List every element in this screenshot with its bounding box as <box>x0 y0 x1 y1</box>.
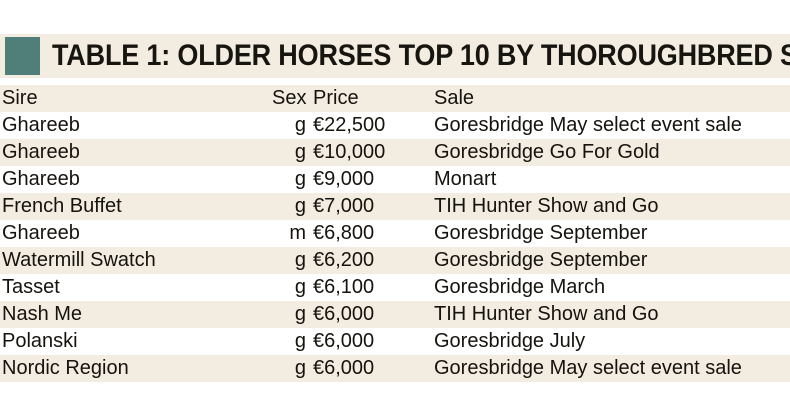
cell-sire: Ghareeb <box>2 168 80 190</box>
table-row: Nordic Region g €6,000 Goresbridge May s… <box>0 355 790 382</box>
cell-sex: g <box>294 303 306 325</box>
cell-price: €6,100 <box>313 276 375 298</box>
cell-sire: Ghareeb <box>2 114 80 136</box>
cell-sire: Ghareeb <box>2 141 80 163</box>
table-header-row: Sire Sex Price Sale <box>0 85 790 112</box>
data-table: Sire Sex Price Sale Ghareeb g €22,500 Go… <box>0 85 790 382</box>
cell-price: €6,000 <box>313 330 375 352</box>
cell-sale: Goresbridge May select event sale <box>434 357 742 379</box>
cell-price: €22,500 <box>313 114 386 136</box>
cell-sex: g <box>294 276 306 298</box>
table-row: Tasset g €6,100 Goresbridge March <box>0 274 790 301</box>
cell-sale: Goresbridge March <box>434 276 606 298</box>
table-row: Watermill Swatch g €6,200 Goresbridge Se… <box>0 247 790 274</box>
cell-sale: Monart <box>434 168 497 190</box>
cell-sire: Polanski <box>2 330 78 352</box>
table-title-band: TABLE 1: OLDER HORSES TOP 10 BY THOROUGH… <box>0 34 790 78</box>
table-row: Nash Me g €6,000 TIH Hunter Show and Go <box>0 301 790 328</box>
cell-sale: TIH Hunter Show and Go <box>434 303 659 325</box>
cell-sex: g <box>294 141 306 163</box>
column-header-sire: Sire <box>2 87 38 109</box>
cell-sex: g <box>294 168 306 190</box>
column-header-price: Price <box>313 87 359 109</box>
cell-sire: Tasset <box>2 276 60 298</box>
table-row: Polanski g €6,000 Goresbridge July <box>0 328 790 355</box>
table-row: Ghareeb g €9,000 Monart <box>0 166 790 193</box>
page-title: TABLE 1: OLDER HORSES TOP 10 BY THOROUGH… <box>52 39 790 72</box>
cell-sale: TIH Hunter Show and Go <box>434 195 659 217</box>
cell-sale: Goresbridge July <box>434 330 586 352</box>
column-header-sex: Sex <box>272 87 306 109</box>
table-row: Ghareeb g €22,500 Goresbridge May select… <box>0 112 790 139</box>
cell-sex: g <box>294 195 306 217</box>
cell-sex: m <box>289 222 306 244</box>
cell-price: €6,800 <box>313 222 375 244</box>
cell-sex: g <box>294 249 306 271</box>
cell-sire: French Buffet <box>2 195 122 217</box>
cell-sire: Ghareeb <box>2 222 80 244</box>
cell-sire: Nordic Region <box>2 357 129 379</box>
cell-sire: Watermill Swatch <box>2 249 156 271</box>
cell-price: €6,200 <box>313 249 375 271</box>
cell-price: €9,000 <box>313 168 375 190</box>
table-row: French Buffet g €7,000 TIH Hunter Show a… <box>0 193 790 220</box>
cell-sex: g <box>294 357 306 379</box>
table-row: Ghareeb g €10,000 Goresbridge Go For Gol… <box>0 139 790 166</box>
cell-sale: Goresbridge Go For Gold <box>434 141 660 163</box>
cell-sex: g <box>294 114 306 136</box>
cell-sale: Goresbridge September <box>434 222 648 244</box>
cell-price: €6,000 <box>313 303 375 325</box>
cell-sale: Goresbridge May select event sale <box>434 114 742 136</box>
cell-price: €7,000 <box>313 195 375 217</box>
cell-price: €10,000 <box>313 141 386 163</box>
cell-sire: Nash Me <box>2 303 83 325</box>
table-row: Ghareeb m €6,800 Goresbridge September <box>0 220 790 247</box>
accent-swatch-icon <box>5 37 40 75</box>
cell-price: €6,000 <box>313 357 375 379</box>
cell-sale: Goresbridge September <box>434 249 648 271</box>
cell-sex: g <box>294 330 306 352</box>
column-header-sale: Sale <box>434 87 475 109</box>
